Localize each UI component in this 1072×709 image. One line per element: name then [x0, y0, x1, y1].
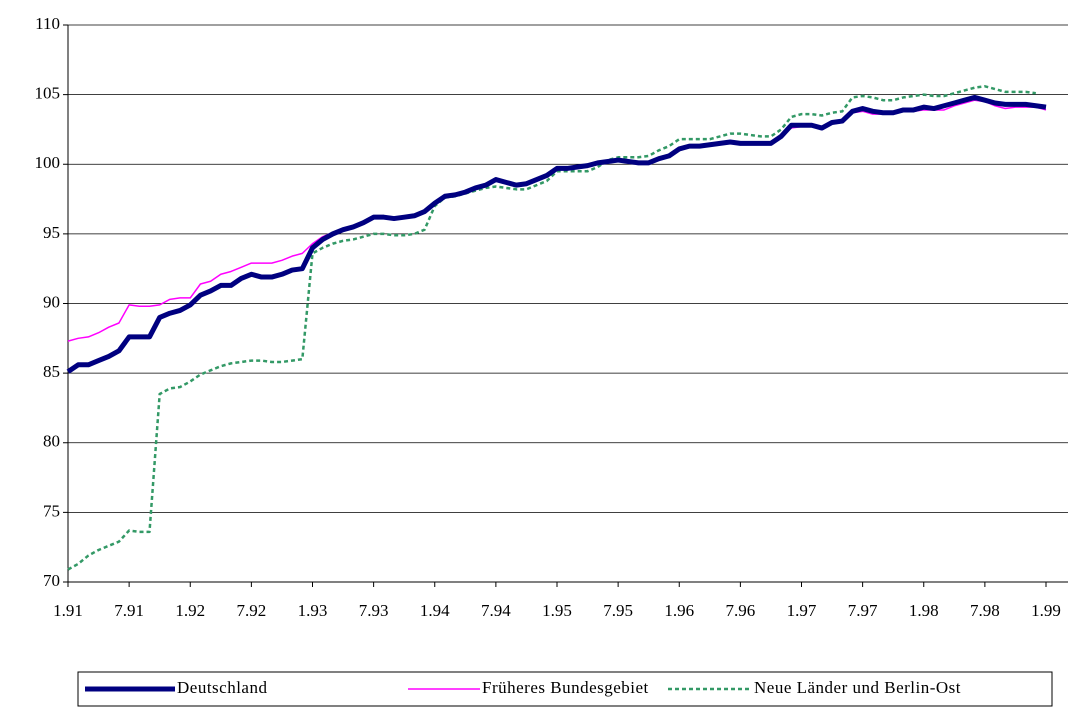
- x-tick-label: 7.92: [237, 601, 267, 620]
- legend-box: [77, 671, 1053, 707]
- x-tick-label: 7.91: [114, 601, 144, 620]
- y-tick-label: 95: [43, 223, 60, 242]
- y-tick-label: 85: [43, 362, 60, 381]
- x-tick-label: 7.97: [848, 601, 878, 620]
- x-tick-label: 1.96: [664, 601, 694, 620]
- legend-label: Deutschland: [177, 678, 267, 697]
- x-tick-label: 1.94: [420, 601, 450, 620]
- x-tick-label: 7.98: [970, 601, 1000, 620]
- x-tick-label: 1.95: [542, 601, 572, 620]
- series-line: [67, 99, 1047, 342]
- x-tick-label: 1.99: [1031, 601, 1061, 620]
- legend-label: Neue Länder und Berlin-Ost: [754, 678, 961, 697]
- y-tick-label: 110: [35, 14, 60, 33]
- x-tick-label: 1.92: [175, 601, 205, 620]
- x-tick-label: 1.97: [787, 601, 817, 620]
- y-tick-label: 70: [43, 571, 60, 590]
- y-tick-label: 105: [35, 84, 61, 103]
- x-tick-label: 7.96: [726, 601, 756, 620]
- x-tick-label: 1.98: [909, 601, 939, 620]
- y-tick-label: 90: [43, 292, 60, 311]
- x-tick-label: 7.95: [603, 601, 633, 620]
- legend-label: Früheres Bundesgebiet: [482, 678, 649, 697]
- series-line: [66, 94, 1047, 374]
- x-tick-label: 1.93: [298, 601, 328, 620]
- x-tick-label: 7.93: [359, 601, 389, 620]
- y-tick-label: 100: [35, 153, 61, 172]
- x-tick-label: 1.91: [53, 601, 83, 620]
- y-tick-label: 75: [43, 501, 60, 520]
- y-tick-label: 80: [43, 432, 60, 451]
- series-line: [67, 85, 1036, 571]
- x-tick-label: 7.94: [481, 601, 511, 620]
